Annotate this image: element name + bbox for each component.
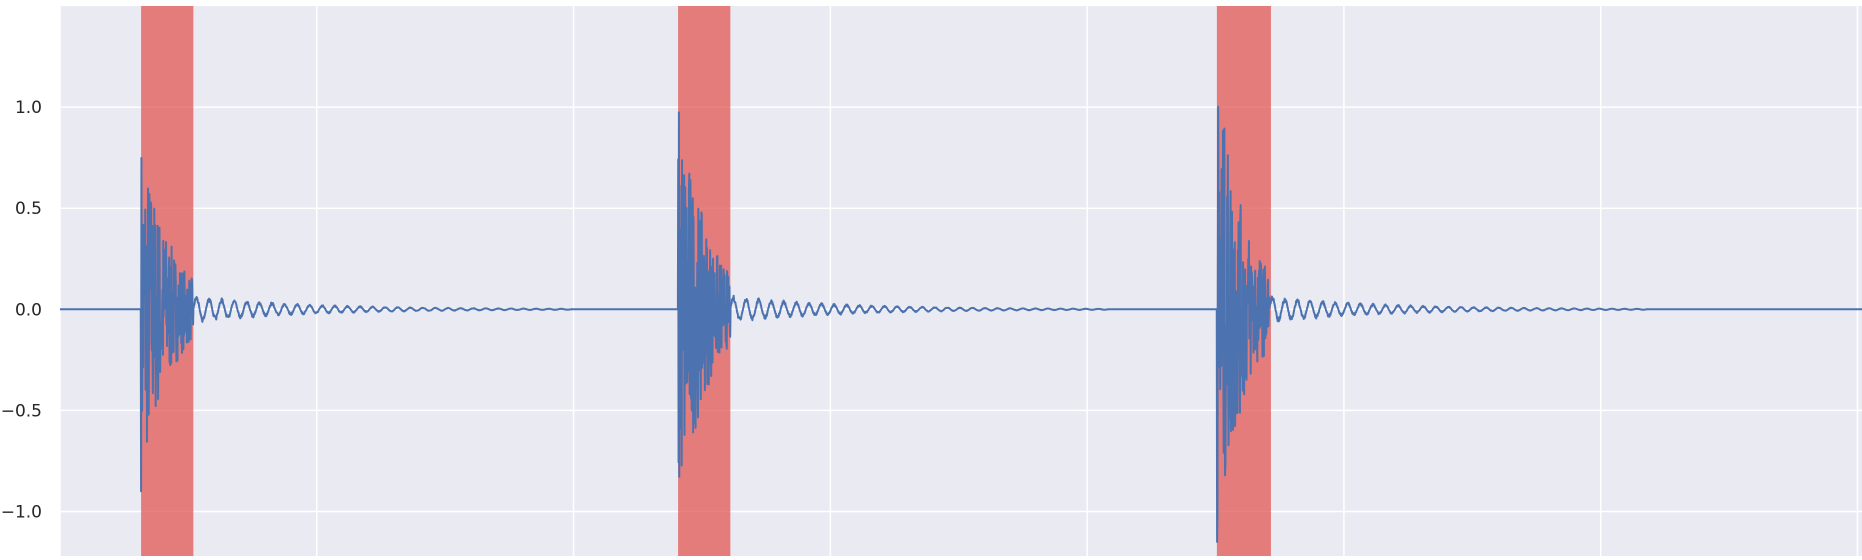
plot-background: [60, 6, 1862, 556]
y-tick-label: 1.0: [15, 98, 42, 118]
y-tick-label: −1.0: [1, 503, 42, 523]
y-tick-label: 0.5: [15, 199, 42, 219]
y-tick-label: 0.0: [15, 300, 42, 320]
y-axis-ticks: 1.0 0.5 0.0 −0.5 −1.0: [1, 98, 42, 522]
signal-line: [59, 105, 1862, 543]
grid-lines: [59, 6, 1862, 556]
series-lines: [59, 105, 1862, 543]
y-tick-label: −0.5: [1, 401, 42, 421]
